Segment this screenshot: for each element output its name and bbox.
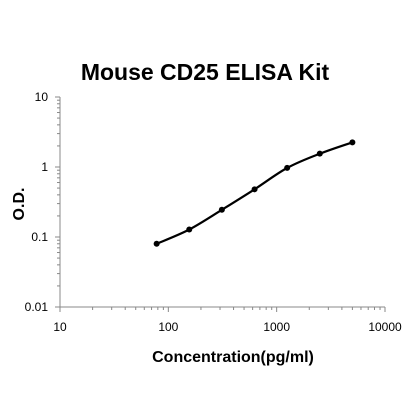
data-point bbox=[218, 206, 225, 213]
data-point bbox=[153, 240, 160, 247]
data-point bbox=[186, 226, 193, 233]
data-point bbox=[316, 150, 323, 157]
axes bbox=[59, 97, 385, 308]
tick-group: 0.01 0.1 1 10 10 100 1000 10000 bbox=[25, 90, 402, 334]
data-points bbox=[153, 139, 356, 247]
data-point bbox=[284, 164, 291, 171]
y-axis-label: O.D. bbox=[11, 188, 28, 221]
chart-title: Mouse CD25 ELISA Kit bbox=[81, 59, 330, 85]
y-tick-label: 1 bbox=[41, 160, 48, 174]
data-point bbox=[251, 186, 258, 193]
fit-curve-group bbox=[156, 141, 353, 245]
x-tick-label: 1000 bbox=[263, 320, 290, 334]
x-tick-label: 10 bbox=[53, 320, 67, 334]
x-tick-label: 10000 bbox=[368, 320, 402, 334]
x-axis-label: Concentration(pg/ml) bbox=[152, 349, 314, 366]
y-tick-label: 0.1 bbox=[31, 230, 48, 244]
fit-curve-line bbox=[156, 141, 353, 245]
x-tick-label: 100 bbox=[158, 320, 178, 334]
y-tick-label: 10 bbox=[35, 90, 49, 104]
y-tick-label: 0.01 bbox=[25, 300, 49, 314]
data-point bbox=[349, 139, 356, 146]
